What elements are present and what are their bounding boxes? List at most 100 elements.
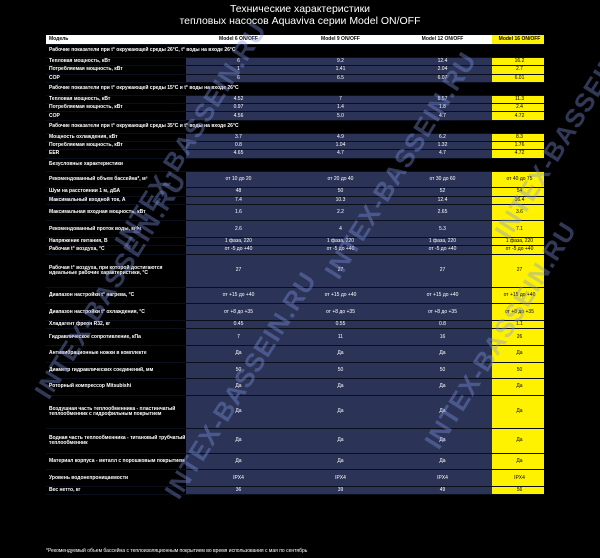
cell-value: 27 (288, 254, 390, 288)
cell-value: 1.4 (288, 103, 390, 113)
section-header-row: Рабочие показатели при t° окружающей сре… (46, 82, 544, 96)
cell-value: 48 (186, 187, 288, 197)
cell-value: от -5 до +40 (390, 245, 492, 255)
table-row: Максимальный входной ток, А 7.4 10.3 12.4 16… (46, 196, 544, 205)
cell-value: 16 (390, 328, 492, 346)
table-row: COP 6 6.5 6.07 6.01 (46, 74, 544, 83)
cell-value: 1.32 (390, 141, 492, 151)
section-title: Безусловные характеристики (46, 158, 544, 172)
cell-value: 4.72 (492, 149, 544, 159)
cell-value: 6.2 (390, 133, 492, 143)
cell-value: Да (288, 345, 390, 363)
cell-value: 39 (288, 486, 390, 496)
cell-value: 9.2 (288, 57, 390, 67)
cell-value: 4.65 (186, 149, 288, 159)
cell-value: от -5 до +40 (186, 245, 288, 255)
cell-value: 12.4 (390, 57, 492, 67)
cell-value: от -5 до +40 (492, 245, 544, 255)
cell-value: 4.9 (288, 133, 390, 143)
title-line-1: Технические характеристики (229, 3, 371, 15)
cell-value: от 20 до 40 (288, 171, 390, 189)
cell-value: Да (492, 345, 544, 363)
cell-value: от +15 до +40 (288, 287, 390, 305)
cell-value: Да (492, 453, 544, 471)
cell-value: 2.2 (288, 204, 390, 222)
cell-value: Да (390, 395, 492, 429)
row-label: Вес нетто, кг (46, 486, 186, 496)
table-row: Роторный компрессор Mitsubishi Да Да Да Да (46, 378, 544, 396)
row-label: Рабочая t° воздуха, при которой достигаю… (46, 254, 186, 288)
cell-value: 11 (288, 328, 390, 346)
row-label: Тепловая мощность, кВт (46, 57, 186, 67)
row-label: Диапазон настройки t° нагрева, °C (46, 287, 186, 305)
cell-value: 1 фаза, 220 (186, 237, 288, 247)
table-row: Рабочая t° воздуха, °C от -5 до +40 от -5 … (46, 245, 544, 255)
table-row: Рекомендованный проток воды, м³/ч 2.6 4 5.3… (46, 220, 544, 239)
row-label: Потребляемая мощность, кВт (46, 103, 186, 113)
cell-value: Да (288, 378, 390, 396)
cell-value: 27 (186, 254, 288, 288)
cell-value: 7 (186, 328, 288, 346)
row-label: Гидравлическое сопротивление, кПа (46, 328, 186, 346)
cell-value: 11.3 (492, 95, 544, 105)
row-label: Рекомендованный проток воды, м³/ч (46, 220, 186, 239)
cell-value: 54 (492, 187, 544, 197)
row-label: Потребляемая мощность, кВт (46, 141, 186, 151)
cell-value: от +8 до +35 (288, 303, 390, 322)
cell-value: IPX4 (288, 469, 390, 487)
table-row: Хладагент фреон R32, кг 0.45 0.55 0.8 1.1 (46, 320, 544, 330)
table-row: Рабочая t° воздуха, при которой достигаю… (46, 254, 544, 288)
cell-value: 3.7 (186, 133, 288, 143)
cell-value: 27 (390, 254, 492, 288)
cell-value: 26 (492, 328, 544, 346)
title-line-2: тепловых насосов Aquaviva серии Model ON… (179, 15, 421, 27)
cell-value: 2.7 (492, 65, 544, 75)
cell-value: 50 (390, 362, 492, 380)
cell-value: 1.1 (492, 320, 544, 330)
cell-value: 0.8 (390, 320, 492, 330)
row-label: Тепловая мощность, кВт (46, 95, 186, 105)
cell-value: 50 (288, 187, 390, 197)
cell-value: 6 (186, 74, 288, 83)
cell-value: 0.8 (186, 141, 288, 151)
section-header-row: Рабочие показатели при t° окружающей сре… (46, 120, 544, 134)
cell-value: 6 (186, 57, 288, 67)
cell-value: Да (288, 395, 390, 429)
cell-value: 1 (186, 65, 288, 75)
cell-value: 8.57 (390, 95, 492, 105)
header-model-column: Model 12 ON/OFF (390, 35, 492, 45)
cell-value: 50 (186, 362, 288, 380)
cell-value: от +15 до +40 (492, 287, 544, 305)
cell-value: 1.8 (390, 103, 492, 113)
cell-value: 0.97 (186, 103, 288, 113)
cell-value: от +8 до +35 (390, 303, 492, 322)
cell-value: 6.07 (390, 74, 492, 83)
row-label: Напряжение питания, В (46, 237, 186, 247)
cell-value: 12.4 (390, 196, 492, 205)
cell-value: 1.41 (288, 65, 390, 75)
table-row: Диапазон настройки t° нагрева, °C от +15 … (46, 287, 544, 305)
row-label: Диаметр гидравлических соединений, мм (46, 362, 186, 380)
table-row: Материал корпуса - металл с порошковым п… (46, 453, 544, 471)
cell-value: 1 фаза, 220 (492, 237, 544, 247)
table-row: Антивибрационные ножки в комплекте Да Да Да… (46, 345, 544, 363)
row-label: Потребляемая мощность, кВт (46, 65, 186, 75)
cell-value: 4.52 (186, 95, 288, 105)
cell-value: от 40 до 75 (492, 171, 544, 189)
table-row: Диаметр гидравлических соединений, мм 50 5… (46, 362, 544, 380)
cell-value: 4.7 (390, 111, 492, 121)
cell-value: Да (390, 453, 492, 471)
table-row: Потребляемая мощность, кВт 1 1.41 2.04 2.7 (46, 65, 544, 75)
cell-value: Да (390, 345, 492, 363)
cell-value: 52 (390, 187, 492, 197)
header-model-column: Model 6 ON/OFF (186, 35, 288, 45)
cell-value: 16.2 (492, 57, 544, 67)
table-row: Вес нетто, кг 36 39 49 56 (46, 486, 544, 496)
row-label: Максимальная входная мощность, кВт (46, 204, 186, 222)
header-model-label: Модель (46, 35, 186, 45)
table-row: Тепловая мощность, кВт 6 9.2 12.4 16.2 (46, 57, 544, 67)
cell-value: 27 (492, 254, 544, 288)
cell-value: 5.0 (288, 111, 390, 121)
cell-value: 4.7 (288, 149, 390, 159)
